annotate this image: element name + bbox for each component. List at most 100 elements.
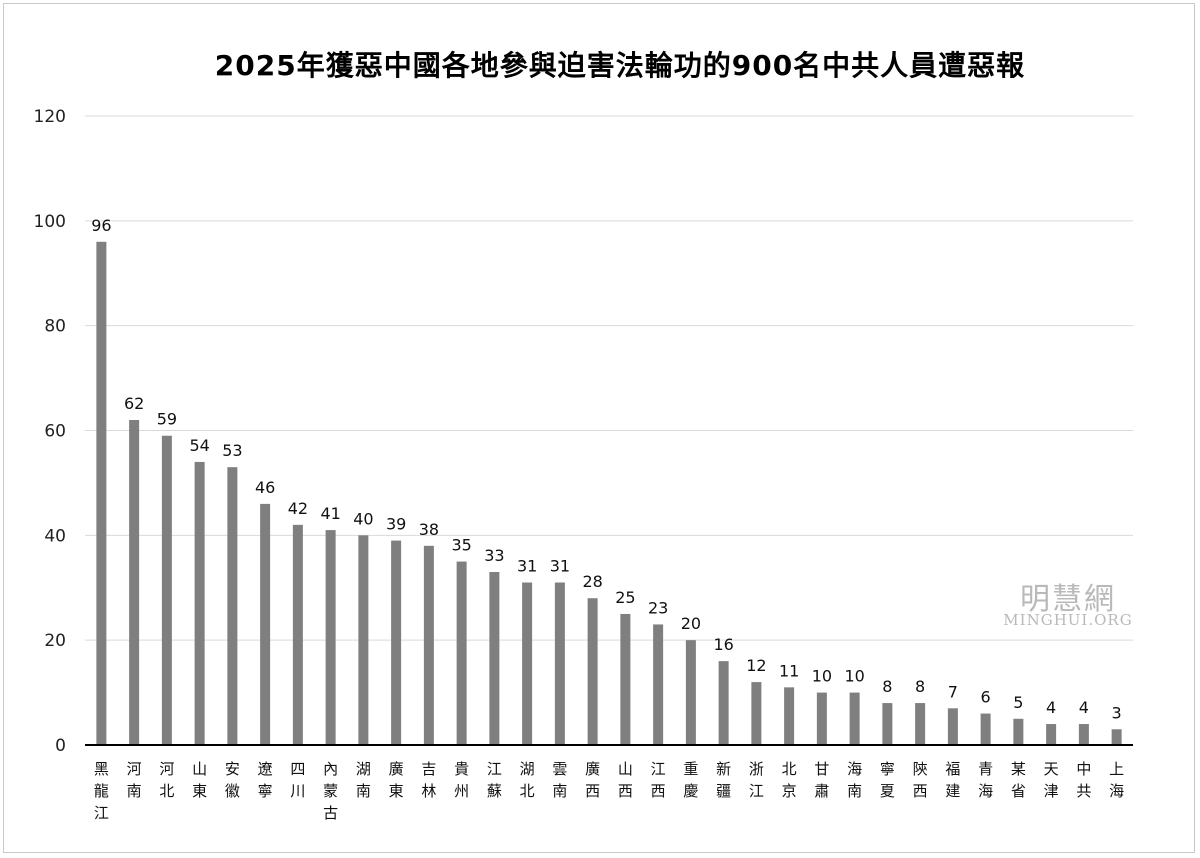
bar [849, 692, 860, 745]
x-tick-label: 河南 [127, 760, 142, 800]
bar [391, 540, 402, 745]
x-tick-label: 雲南 [552, 760, 567, 800]
data-label: 31 [517, 557, 537, 576]
x-tick-label: 安徽 [225, 760, 240, 800]
y-tick-label: 100 [34, 212, 66, 232]
data-label: 96 [91, 216, 111, 235]
x-tick-label: 湖南 [356, 760, 371, 800]
data-label: 31 [550, 557, 570, 576]
bar [751, 682, 762, 745]
y-tick-label: 60 [44, 422, 66, 442]
x-tick-label: 廣東 [389, 760, 404, 800]
x-tick-label: 天津 [1044, 760, 1059, 800]
data-label: 25 [615, 588, 635, 607]
y-axis: 0 20 40 60 80 100 120 [34, 107, 66, 756]
data-label: 40 [353, 509, 373, 528]
x-tick-label: 內蒙古 [323, 760, 338, 822]
bar [882, 703, 893, 745]
x-tick-label: 中共 [1076, 760, 1091, 800]
data-label: 7 [948, 682, 958, 701]
bar [358, 535, 369, 745]
data-label: 41 [320, 504, 340, 523]
y-tick-label: 80 [44, 317, 66, 337]
bar [194, 461, 205, 745]
x-tick-label: 江蘇 [487, 760, 502, 800]
chart-frame [3, 3, 1195, 853]
x-tick-label: 海南 [847, 760, 862, 800]
data-label: 39 [386, 515, 406, 534]
bar [685, 640, 696, 745]
data-label: 11 [779, 661, 799, 680]
bar [292, 524, 303, 745]
x-tick-label: 青海 [978, 760, 993, 800]
bar [947, 708, 958, 745]
data-label: 3 [1112, 703, 1122, 722]
bar [260, 503, 271, 745]
data-label: 8 [915, 677, 925, 696]
data-label: 12 [746, 656, 766, 675]
bar [784, 687, 795, 745]
x-tick-label: 吉林 [421, 760, 436, 800]
bar [161, 435, 172, 745]
bar [489, 572, 500, 745]
data-label: 28 [582, 572, 602, 591]
gridlines [85, 115, 1133, 641]
x-tick-label: 河北 [159, 760, 174, 800]
bar [325, 530, 336, 745]
x-tick-label: 陝西 [913, 760, 928, 800]
x-tick-label: 貴州 [454, 760, 469, 800]
data-label: 4 [1079, 698, 1089, 717]
bar [620, 613, 631, 745]
data-label: 35 [451, 536, 471, 555]
data-label: 54 [189, 436, 209, 455]
x-tick-label: 黑龍江 [94, 760, 109, 822]
data-label: 10 [844, 667, 864, 686]
data-label: 42 [288, 499, 308, 518]
x-tick-label: 新疆 [716, 760, 731, 800]
minghui-watermark-logo: 明慧網 [1020, 582, 1116, 617]
x-tick-label: 廣西 [585, 760, 600, 800]
x-tick-label: 某省 [1011, 760, 1026, 800]
data-label: 23 [648, 598, 668, 617]
y-tick-label: 20 [44, 631, 66, 651]
x-tick-label: 上海 [1109, 760, 1124, 800]
bar [915, 703, 926, 745]
x-tick-label: 甘肅 [814, 760, 829, 800]
bar [1046, 724, 1057, 745]
x-tick-label: 寧夏 [880, 760, 895, 800]
data-label: 59 [157, 410, 177, 429]
data-label: 8 [882, 677, 892, 696]
x-tick-label: 湖北 [520, 760, 535, 800]
x-tick-label: 重慶 [683, 760, 698, 800]
x-tick-label: 福建 [945, 760, 960, 800]
bar [456, 561, 467, 745]
bar [1013, 718, 1024, 745]
y-tick-label: 40 [44, 526, 66, 546]
x-tick-label: 山西 [618, 760, 633, 800]
bar [554, 582, 565, 745]
bars [96, 241, 1122, 746]
bar [96, 241, 107, 746]
data-label: 16 [713, 635, 733, 654]
minghui-watermark-url: MINGHUI.ORG [1003, 611, 1133, 629]
bar [1111, 729, 1122, 745]
data-label: 62 [124, 394, 144, 413]
bar [423, 545, 434, 745]
bar [227, 467, 238, 745]
data-label: 53 [222, 441, 242, 460]
x-tick-label: 浙江 [749, 760, 764, 800]
y-tick-label: 120 [34, 107, 66, 127]
bar [129, 420, 140, 745]
bar [1078, 724, 1089, 745]
bar [653, 624, 664, 745]
data-label: 46 [255, 478, 275, 497]
data-label: 38 [419, 520, 439, 539]
data-label: 6 [981, 688, 991, 707]
data-label: 20 [681, 614, 701, 633]
x-tick-label: 北京 [782, 760, 797, 800]
chart-title: 2025年獲惡中國各地參與迫害法輪功的900名中共人員遭惡報 [214, 49, 1026, 82]
y-tick-label: 0 [55, 736, 66, 756]
